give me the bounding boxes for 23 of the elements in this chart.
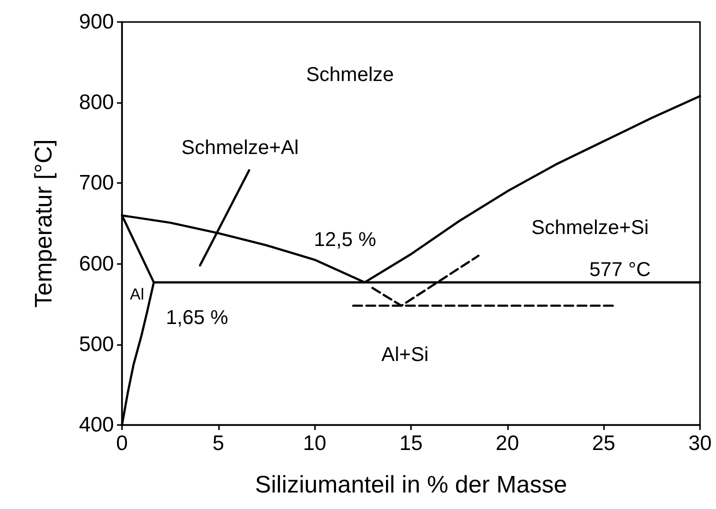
y-tick-label: 400 bbox=[78, 414, 114, 436]
annotation: 12,5 % bbox=[314, 229, 376, 251]
y-tick-label: 800 bbox=[78, 91, 114, 114]
annotation: Al bbox=[130, 286, 144, 304]
y-axis-title: Temperatur [°C] bbox=[30, 139, 58, 308]
x-axis-title: Siliziumanteil in % der Masse bbox=[254, 472, 568, 498]
annotation: Schmelze+Al bbox=[181, 137, 299, 159]
x-tick-label: 0 bbox=[116, 432, 128, 455]
y-tick-label: 900 bbox=[78, 10, 114, 34]
y-tick-label: 700 bbox=[78, 172, 114, 195]
y-tick-label: 500 bbox=[78, 332, 114, 356]
y-tick-label: 600 bbox=[78, 252, 114, 276]
annotation: 1,65 % bbox=[166, 307, 228, 329]
annotation: Al+Si bbox=[381, 344, 429, 366]
annotation: 577 °C bbox=[589, 259, 651, 281]
x-tick-label: 15 bbox=[399, 432, 423, 455]
x-tick-label: 10 bbox=[302, 432, 326, 455]
x-tick-label: 25 bbox=[592, 432, 616, 455]
x-tick-label: 5 bbox=[212, 432, 224, 455]
annotation: Schmelze+Si bbox=[531, 217, 649, 239]
x-tick-label: 30 bbox=[688, 432, 712, 455]
x-tick-label: 20 bbox=[496, 432, 520, 455]
annotation: Schmelze bbox=[306, 64, 394, 86]
